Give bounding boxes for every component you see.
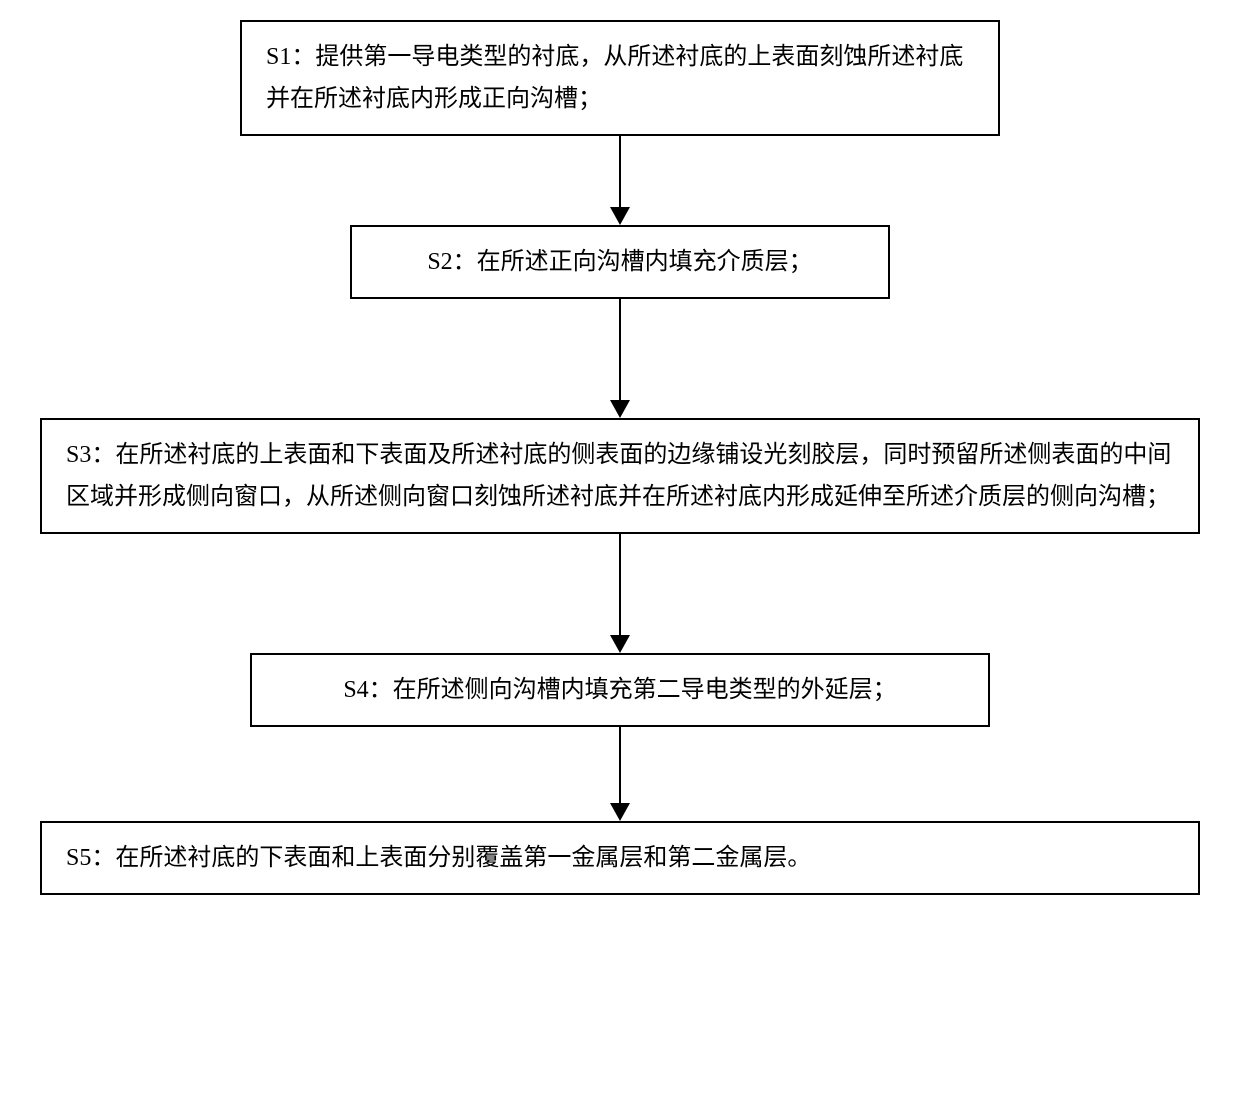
- arrow-1: [610, 136, 630, 225]
- step-box-s1: S1：提供第一导电类型的衬底，从所述衬底的上表面刻蚀所述衬底并在所述衬底内形成正…: [240, 20, 1000, 136]
- flowchart-container: S1：提供第一导电类型的衬底，从所述衬底的上表面刻蚀所述衬底并在所述衬底内形成正…: [40, 20, 1200, 895]
- step-label-s2: S2：: [427, 249, 476, 275]
- arrow-2: [610, 299, 630, 418]
- step-text-s5: 在所述衬底的下表面和上表面分别覆盖第一金属层和第二金属层。: [115, 845, 811, 871]
- step-box-s2: S2：在所述正向沟槽内填充介质层；: [350, 225, 890, 299]
- arrow-4: [610, 727, 630, 821]
- arrow-line-4: [619, 727, 621, 804]
- arrow-line-1: [619, 136, 621, 208]
- arrow-3: [610, 534, 630, 653]
- step-box-s5: S5：在所述衬底的下表面和上表面分别覆盖第一金属层和第二金属层。: [40, 821, 1200, 895]
- step-box-s4: S4：在所述侧向沟槽内填充第二导电类型的外延层；: [250, 653, 990, 727]
- step-label-s5: S5：: [66, 845, 115, 871]
- step-label-s4: S4：: [343, 677, 392, 703]
- step-text-s3: 在所述衬底的上表面和下表面及所述衬底的侧表面的边缘铺设光刻胶层，同时预留所述侧表…: [66, 442, 1171, 510]
- step-text-s2: 在所述正向沟槽内填充介质层；: [477, 249, 813, 275]
- step-box-s3: S3：在所述衬底的上表面和下表面及所述衬底的侧表面的边缘铺设光刻胶层，同时预留所…: [40, 418, 1200, 534]
- arrow-head-icon: [610, 207, 630, 225]
- step-label-s3: S3：: [66, 442, 115, 468]
- step-text-s1: 提供第一导电类型的衬底，从所述衬底的上表面刻蚀所述衬底并在所述衬底内形成正向沟槽…: [266, 44, 963, 112]
- arrow-line-3: [619, 534, 621, 636]
- arrow-head-icon: [610, 803, 630, 821]
- step-text-s4: 在所述侧向沟槽内填充第二导电类型的外延层；: [393, 677, 897, 703]
- arrow-head-icon: [610, 635, 630, 653]
- step-label-s1: S1：: [266, 44, 315, 70]
- arrow-head-icon: [610, 400, 630, 418]
- arrow-line-2: [619, 299, 621, 401]
